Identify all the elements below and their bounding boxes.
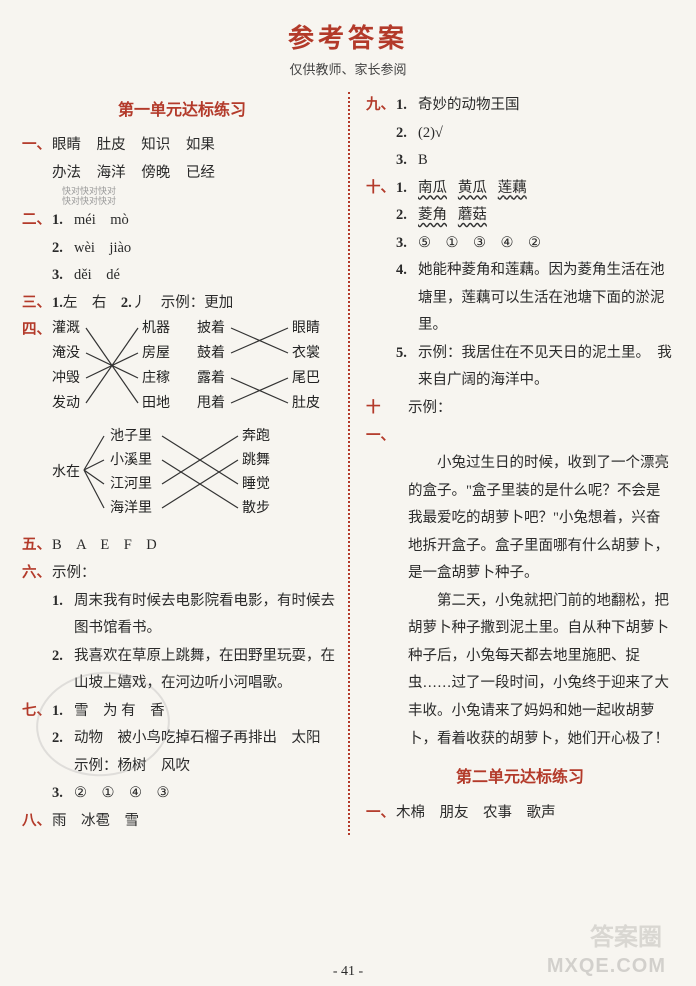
q1-line2: 办法 海洋 傍晚 已经 [22, 160, 342, 188]
q10-4: 4.她能种菱角和莲藕。因为菱角生活在池塘里，莲藕可以生活在池塘下面的淤泥里。 [396, 257, 674, 340]
svg-text:尾巴: 尾巴 [292, 371, 320, 386]
q1-num: 一、 [22, 132, 52, 160]
svg-text:淹没: 淹没 [52, 345, 80, 361]
svg-text:甩着: 甩着 [197, 395, 225, 411]
q1-w: 办法 [52, 160, 81, 188]
svg-text:跳舞: 跳舞 [242, 452, 270, 468]
match-svg-2: 水在 池子里 奔跑小溪里 跳舞江河里 睡觉海洋里 散步 [52, 422, 342, 532]
q11-story: 小兔过生日的时候，收到了一个漂亮的盒子。"盒子里装的是什么呢？不会是我最爱吃的胡… [366, 450, 674, 753]
q3-body: 1.左 右 2.丿 示例：更加 [52, 290, 342, 318]
q6: 六、 示例： [22, 560, 342, 588]
q4-num: 四、 [22, 317, 52, 345]
q1-w: 海洋 [97, 160, 126, 188]
svg-text:睡觉: 睡觉 [242, 476, 270, 492]
svg-text:衣裳: 衣裳 [292, 345, 320, 361]
svg-text:散步: 散步 [242, 500, 270, 516]
q1-w: 如果 [186, 132, 215, 160]
q11-p2: 第二天，小兔就把门前的地翻松，把胡萝卜种子撒到泥土里。自从种下胡萝卜种子后，小兔… [408, 588, 674, 753]
q2-3: 3.děi dé [52, 262, 342, 290]
u2-q1: 一、 木棉 朋友 农事 歌声 [366, 800, 674, 828]
q6-1: 1.周末我有时候去电影院看电影，有时候去图书馆看书。 [22, 588, 342, 643]
unit1-header: 第一单元达标练习 [22, 96, 342, 126]
q1: 一、 眼睛 肚皮 知识 如果 [22, 132, 342, 160]
q7: 七、 1.雪 为 有 香 2.动物 被小鸟吃掉石榴子再排出 太阳 示例：杨树 风… [22, 698, 342, 808]
q3-num: 三、 [22, 290, 52, 318]
svg-text:露着: 露着 [197, 370, 225, 386]
svg-text:庄稼: 庄稼 [142, 369, 170, 386]
watermark-big: 答案圈 [590, 917, 662, 952]
q10-3: 3.⑤ ① ③ ④ ② [396, 230, 674, 258]
svg-text:眼睛: 眼睛 [292, 320, 320, 336]
q4-body: 灌溉 机器 披着 眼睛淹没 房屋 鼓着 衣裳冲毁 庄稼 露着 尾巴发动 田地 甩着 肚皮 水在 池子里 奔跑… [52, 317, 342, 532]
svg-text:肚皮: 肚皮 [292, 395, 320, 411]
q2-2: 2.wèi jiào [52, 235, 342, 263]
svg-text:冲毁: 冲毁 [52, 370, 80, 386]
page-subtitle: 仅供教师、家长参阅 [22, 59, 674, 78]
q8: 八、 雨 冰雹 雪 [22, 808, 342, 836]
right-column: 九、 1.奇妙的动物王国 2.(2)√ 3.B 十、 1. 南瓜 黄瓜 [354, 92, 674, 835]
page-root: 参考答案 仅供教师、家长参阅 第一单元达标练习 一、 眼睛 肚皮 知识 如果 办… [0, 0, 696, 986]
q11: 十一、 示例： [366, 395, 674, 450]
q10-2: 2. 菱角 蘑菇 [396, 202, 674, 230]
svg-text:海洋里: 海洋里 [110, 500, 152, 516]
q1-note2: 快对快对快对 [22, 197, 342, 207]
watermark-small: MXQE.COM [547, 955, 666, 978]
q2-body: 1.méi mò 2.wèi jiào 3.děi dé [52, 207, 342, 290]
svg-text:江河里: 江河里 [110, 476, 152, 492]
svg-text:房屋: 房屋 [142, 345, 170, 361]
svg-text:鼓着: 鼓着 [197, 345, 225, 361]
column-divider [348, 92, 350, 835]
q1-w: 已经 [186, 160, 215, 188]
q2: 二、 1.méi mò 2.wèi jiào 3.děi dé [22, 207, 342, 290]
svg-text:小溪里: 小溪里 [110, 452, 152, 468]
left-column: 第一单元达标练习 一、 眼睛 肚皮 知识 如果 办法 海洋 傍晚 已经 快对快对… [22, 92, 354, 835]
q1-w: 知识 [141, 132, 170, 160]
svg-text:机器: 机器 [142, 320, 170, 336]
unit2-header: 第二单元达标练习 [366, 763, 674, 793]
q3: 三、 1.左 右 2.丿 示例：更加 [22, 290, 342, 318]
q2-num: 二、 [22, 207, 52, 235]
q11-p1: 小兔过生日的时候，收到了一个漂亮的盒子。"盒子里装的是什么呢？不会是我最爱吃的胡… [408, 450, 674, 588]
q1-w: 傍晚 [141, 160, 170, 188]
svg-text:水在: 水在 [52, 464, 80, 480]
svg-text:发动: 发动 [52, 395, 80, 411]
svg-text:奔跑: 奔跑 [242, 428, 270, 444]
q7-body: 1.雪 为 有 香 2.动物 被小鸟吃掉石榴子再排出 太阳 示例：杨树 风吹 3… [52, 698, 342, 808]
match-svg-1: 灌溉 机器 披着 眼睛淹没 房屋 鼓着 衣裳冲毁 庄稼 露着 尾巴发动 田地 甩着 肚皮 [52, 317, 342, 422]
q10: 十、 1. 南瓜 黄瓜 莲藕 2. 菱角 [366, 175, 674, 395]
svg-text:披着: 披着 [197, 320, 225, 336]
q4: 四、 灌溉 机器 披着 眼睛淹没 房屋 鼓着 衣裳冲毁 庄稼 露着 尾巴发动 田地 甩着 肚皮 水在 池子… [22, 317, 342, 532]
q10-1: 1. 南瓜 黄瓜 莲藕 [396, 175, 674, 203]
q6-2: 2.我喜欢在草原上跳舞，在田野里玩耍，在山坡上嬉戏，在河边听小河唱歌。 [22, 643, 342, 698]
q1-w: 肚皮 [97, 132, 126, 160]
q10-5: 5.示例：我居住在不见天日的泥土里。 我来自广阔的海洋中。 [396, 340, 674, 395]
q9: 九、 1.奇妙的动物王国 2.(2)√ 3.B [366, 92, 674, 175]
svg-text:灌溉: 灌溉 [52, 320, 80, 336]
page-title: 参考答案 [22, 18, 674, 55]
q10-body: 1. 南瓜 黄瓜 莲藕 2. 菱角 蘑菇 [396, 175, 674, 395]
q5: 五、 B A E F D [22, 532, 342, 560]
q1-line1: 眼睛 肚皮 知识 如果 [52, 132, 342, 160]
q1-w: 眼睛 [52, 132, 81, 160]
two-column-layout: 第一单元达标练习 一、 眼睛 肚皮 知识 如果 办法 海洋 傍晚 已经 快对快对… [22, 92, 674, 835]
svg-text:池子里: 池子里 [110, 428, 152, 444]
svg-text:田地: 田地 [142, 395, 170, 411]
q2-1: 1.méi mò [52, 207, 342, 235]
